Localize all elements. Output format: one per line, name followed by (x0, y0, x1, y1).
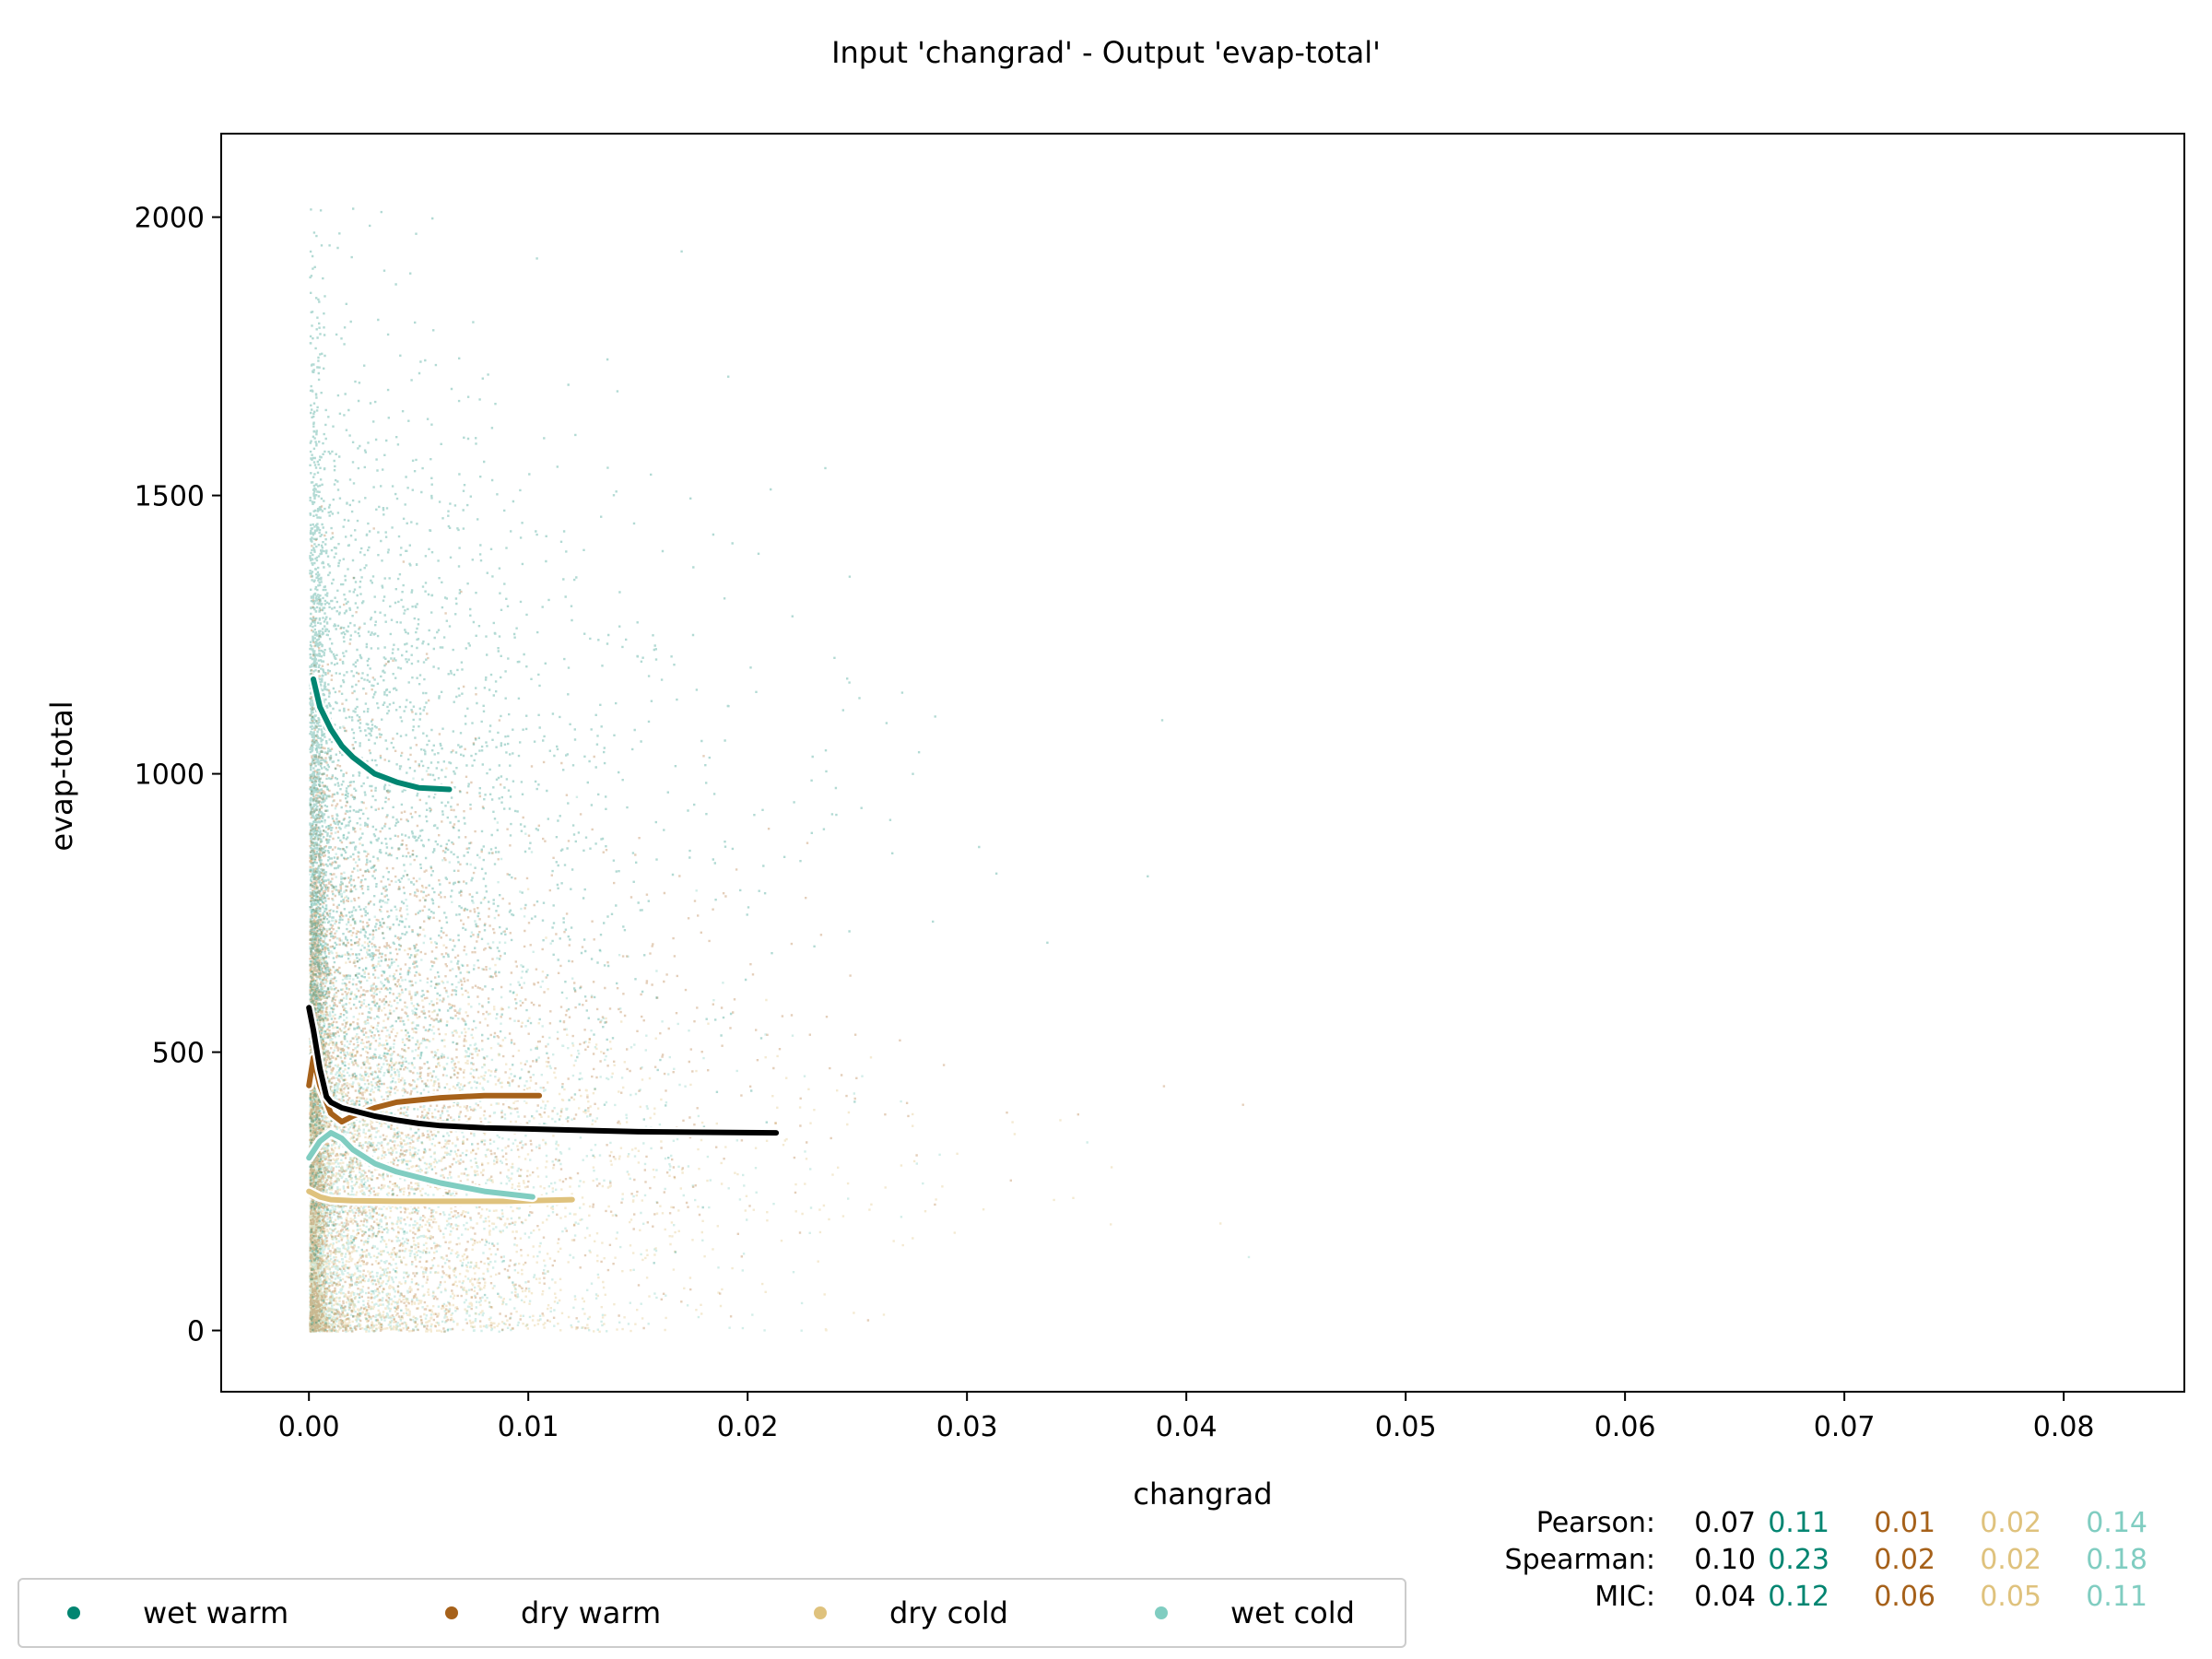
trend-line-dry-cold (306, 1188, 575, 1205)
stat-value: 0.04 (1694, 1581, 1756, 1613)
x-axis-label: changrad (1133, 1477, 1272, 1512)
stat-value: 0.02 (1874, 1544, 1936, 1576)
x-tick-label: 0.03 (936, 1411, 998, 1443)
scatter-points (309, 207, 1251, 1333)
stat-value: 0.07 (1694, 1507, 1756, 1539)
y-tick-label: 1000 (135, 759, 205, 792)
stat-value: 0.14 (2086, 1507, 2147, 1539)
x-tick-label: 0.06 (1594, 1411, 1656, 1443)
stat-value: 0.05 (1980, 1581, 2041, 1613)
legend-label: dry cold (889, 1595, 1008, 1630)
legend-marker (67, 1606, 80, 1619)
stat-value: 0.12 (1768, 1581, 1830, 1613)
stat-value: 0.02 (1980, 1507, 2041, 1539)
stat-label: Pearson: (1536, 1507, 1655, 1539)
stat-label: MIC: (1594, 1581, 1655, 1613)
plot-frame (220, 133, 2185, 1393)
legend-item: dry warm (445, 1595, 661, 1630)
legend-marker (445, 1606, 458, 1619)
trend-line-overall (306, 1005, 780, 1136)
x-tick-label: 0.02 (717, 1411, 779, 1443)
x-axis: 0.00 0.01 0.02 0.03 0.04 0.05 0.06 0.07 0.08 (278, 1392, 2095, 1443)
trend-line-wet-warm (311, 676, 453, 793)
legend: wet warm dry warm dry cold wet cold (18, 1578, 1406, 1648)
stat-label: Spearman: (1505, 1544, 1655, 1576)
x-tick-label: 0.07 (1814, 1411, 1876, 1443)
legend-label: wet cold (1230, 1595, 1355, 1630)
stat-value: 0.01 (1874, 1507, 1936, 1539)
stat-value: 0.11 (2086, 1581, 2147, 1613)
legend-marker (814, 1606, 827, 1619)
trend-line-wet-cold (306, 1130, 535, 1200)
legend-marker (1155, 1606, 1168, 1619)
stat-value: 0.18 (2086, 1544, 2147, 1576)
legend-label: dry warm (521, 1595, 661, 1630)
x-tick-label: 0.00 (278, 1411, 340, 1443)
y-tick-label: 500 (152, 1038, 205, 1070)
y-tick-label: 2000 (135, 203, 205, 235)
legend-item: dry cold (814, 1595, 1008, 1630)
legend-item: wet warm (67, 1595, 288, 1630)
y-axis: 0 500 1000 1500 2000 (135, 203, 221, 1348)
correlation-stats: Pearson: 0.07 0.11 0.01 0.02 0.14 Spearman: 0.1… (1505, 1507, 2147, 1613)
x-tick-label: 0.05 (1375, 1411, 1437, 1443)
chart-title: Input 'changrad' - Output 'evap-total' (831, 35, 1381, 70)
legend-frame (18, 1578, 1406, 1648)
stat-value: 0.06 (1874, 1581, 1936, 1613)
y-tick-label: 1500 (135, 481, 205, 513)
stat-value: 0.10 (1694, 1544, 1756, 1576)
scatter-point-cloud (309, 505, 1244, 1333)
y-axis-label: evap-total (44, 700, 79, 851)
stat-value: 0.11 (1768, 1507, 1830, 1539)
y-tick-label: 0 (187, 1316, 205, 1348)
x-tick-label: 0.04 (1156, 1411, 1218, 1443)
stat-value: 0.02 (1980, 1544, 2041, 1576)
legend-label: wet warm (143, 1595, 288, 1630)
x-tick-label: 0.01 (498, 1411, 559, 1443)
stat-value: 0.23 (1768, 1544, 1830, 1576)
x-tick-label: 0.08 (2033, 1411, 2095, 1443)
legend-item: wet cold (1155, 1595, 1355, 1630)
trend-lines (303, 674, 782, 1206)
